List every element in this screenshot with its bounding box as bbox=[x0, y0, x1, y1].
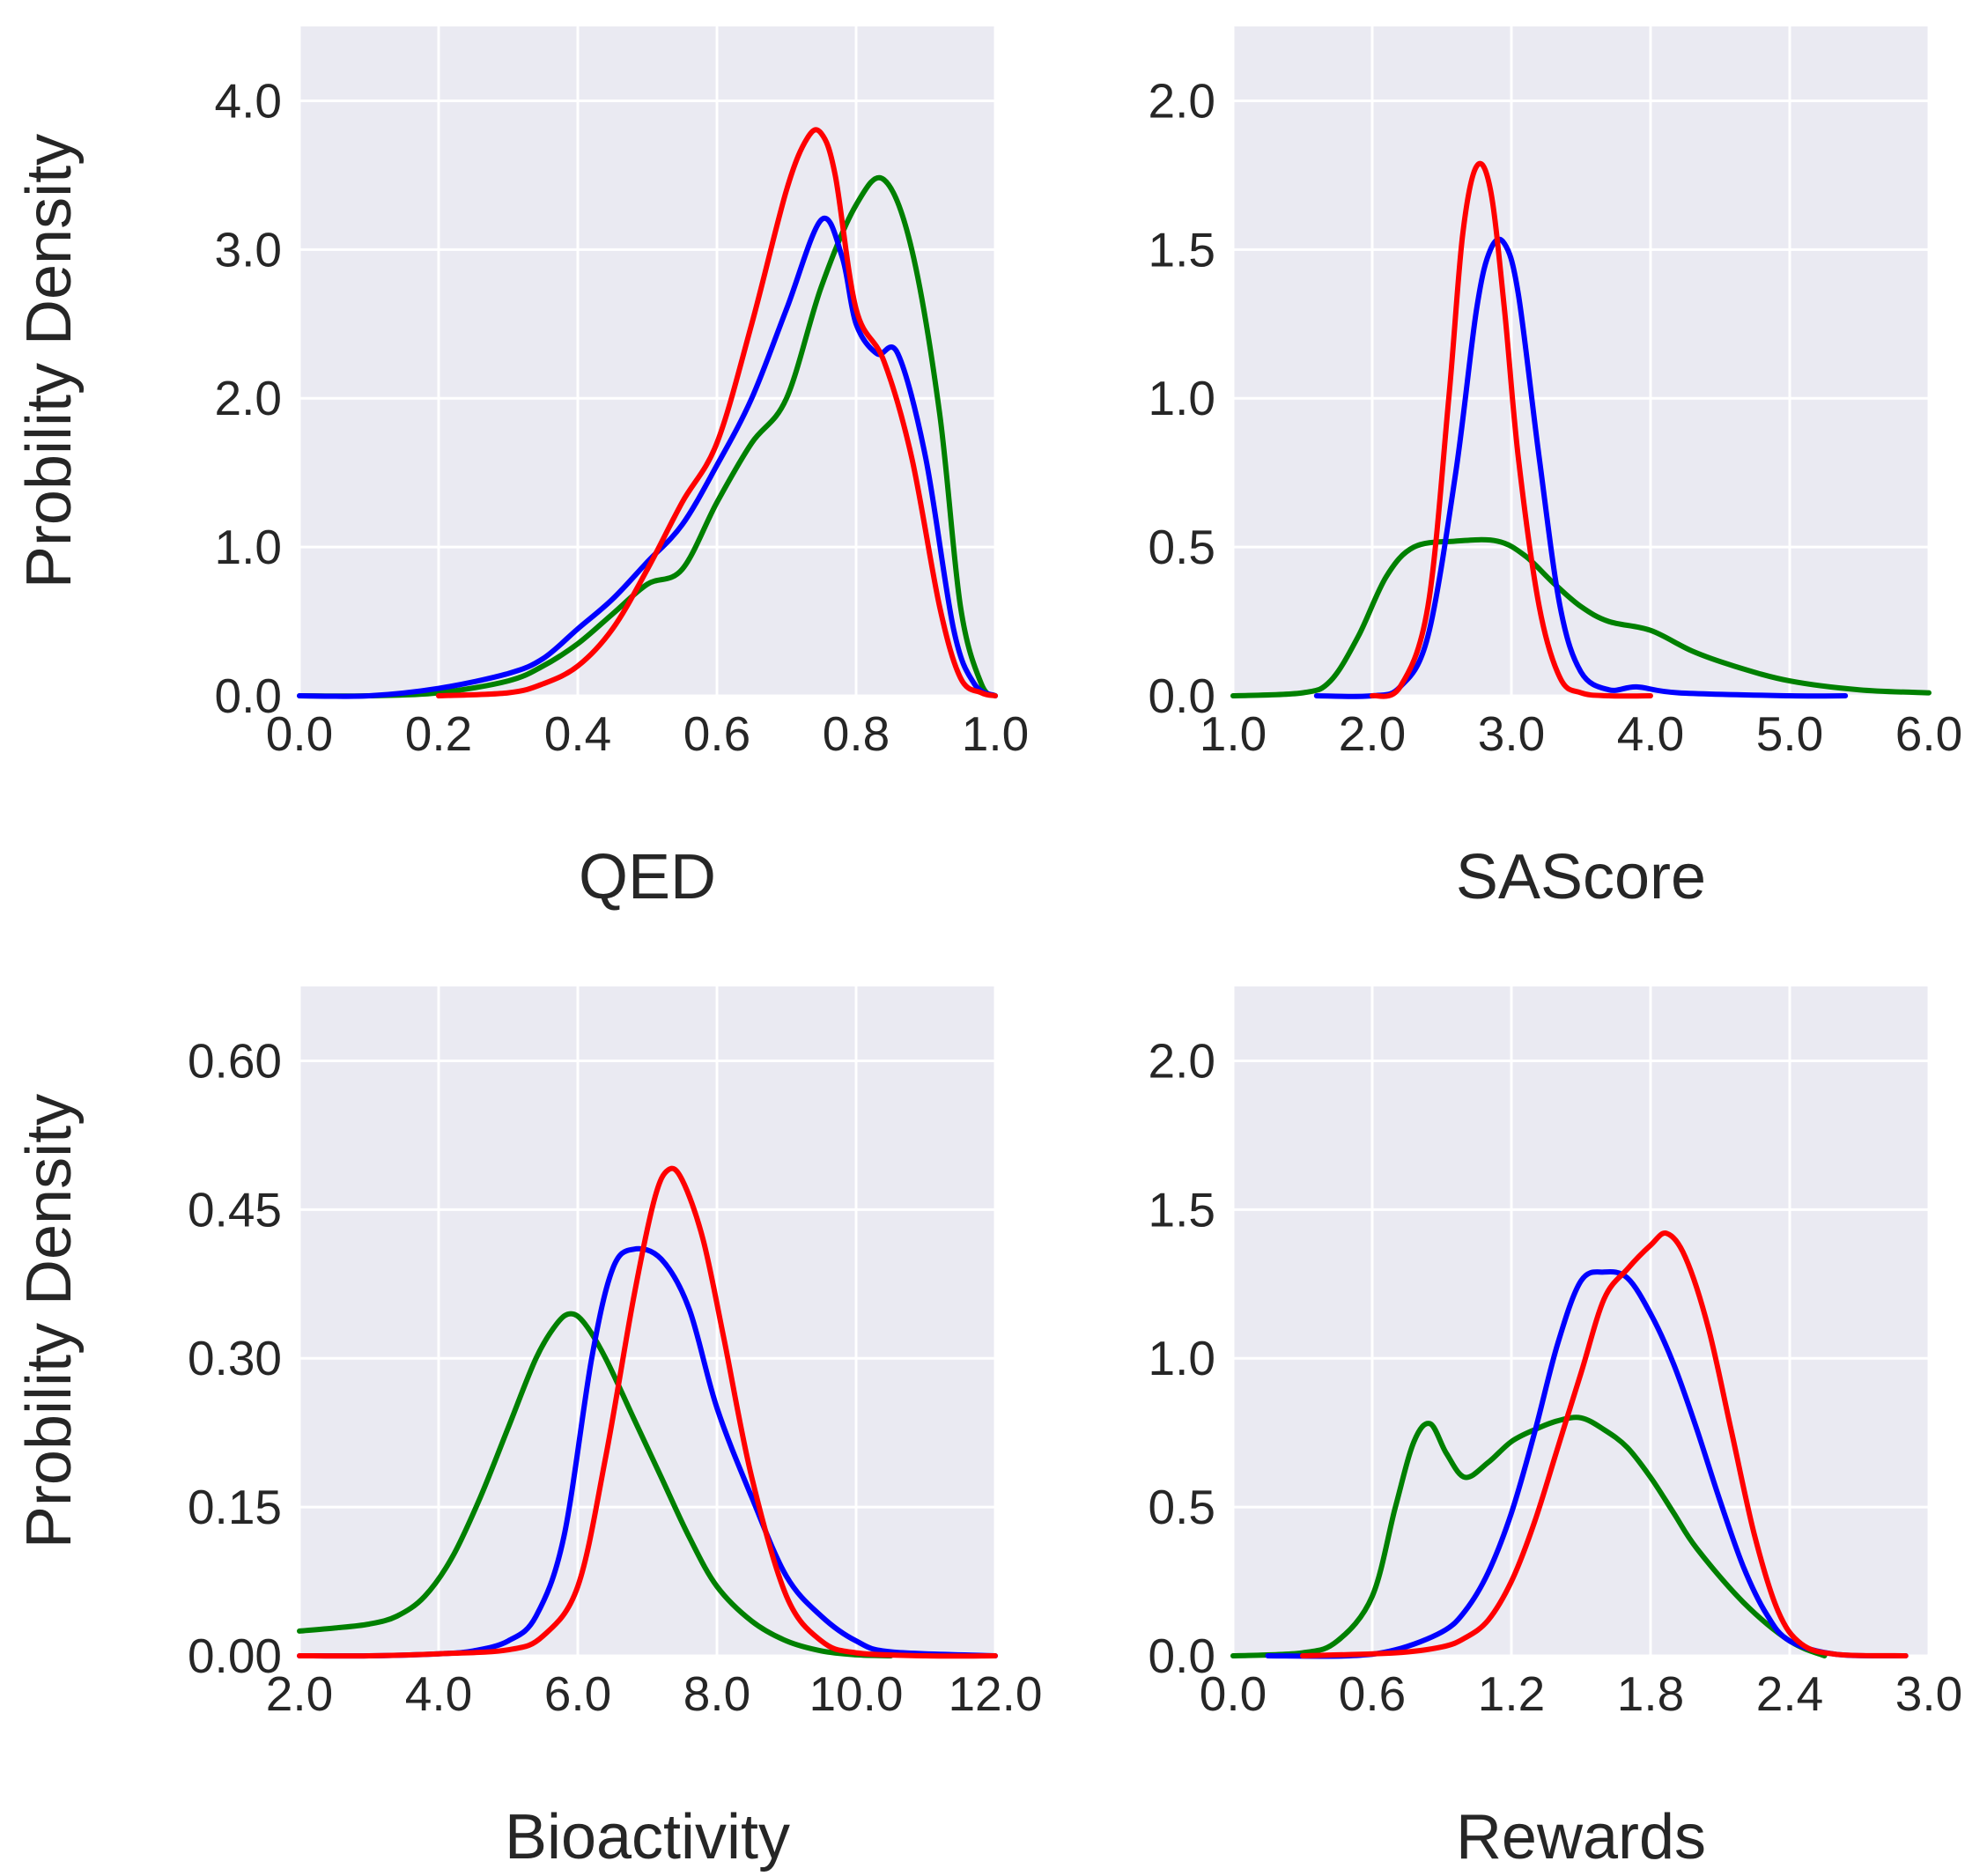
plot-area-background bbox=[1233, 986, 1929, 1656]
series-line-green bbox=[297, 174, 998, 699]
x-tick-label: 1.8 bbox=[1617, 1666, 1684, 1721]
x-tick-label: 0.2 bbox=[405, 706, 472, 761]
series-line-red bbox=[297, 1165, 998, 1659]
y-tick-label: 1.0 bbox=[215, 520, 282, 574]
x-tick-label: 0.8 bbox=[823, 706, 890, 761]
x-tick-label: 5.0 bbox=[1756, 706, 1823, 761]
y-tick-label: 0.60 bbox=[188, 1033, 282, 1088]
x-tick-label: 2.0 bbox=[266, 1666, 333, 1721]
y-axis-label: Probility Density bbox=[14, 134, 85, 588]
x-axis-label: Bioactivity bbox=[505, 1802, 790, 1872]
y-tick-label: 4.0 bbox=[215, 73, 282, 128]
plot-area-background bbox=[299, 986, 995, 1656]
x-axis-label: SAScore bbox=[1456, 842, 1706, 912]
y-tick-label: 3.0 bbox=[215, 222, 282, 277]
y-tick-label: 1.0 bbox=[1149, 1331, 1215, 1385]
series-line-blue bbox=[1265, 1268, 1909, 1659]
x-tick-label: 10.0 bbox=[809, 1666, 903, 1721]
x-tick-label: 4.0 bbox=[1617, 706, 1684, 761]
series-line-red bbox=[1300, 1230, 1909, 1658]
y-tick-label: 2.0 bbox=[1149, 73, 1215, 128]
x-tick-label: 8.0 bbox=[683, 1666, 750, 1721]
y-tick-label: 1.5 bbox=[1149, 222, 1215, 277]
y-tick-label: 0.0 bbox=[1149, 1629, 1215, 1683]
y-tick-label: 0.45 bbox=[188, 1182, 282, 1237]
x-tick-label: 1.0 bbox=[1200, 706, 1267, 761]
series-line-green bbox=[1230, 1414, 1828, 1658]
y-tick-label: 0.5 bbox=[1149, 1480, 1215, 1534]
x-tick-label: 0.6 bbox=[1339, 1666, 1406, 1721]
x-tick-label: 12.0 bbox=[948, 1666, 1042, 1721]
series-line-blue bbox=[297, 215, 998, 699]
series-line-green bbox=[297, 1311, 894, 1658]
x-tick-label: 1.0 bbox=[962, 706, 1029, 761]
x-axis-label: QED bbox=[579, 842, 716, 912]
chart-panel-4: 0.0 0.6 1.2 1.8 2.4 3.0 0.0 0.5 1.0 1.5 2.0 Rewards bbox=[1149, 986, 1962, 1872]
y-tick-label: 0.5 bbox=[1149, 520, 1215, 574]
series-line-blue bbox=[1313, 236, 1849, 699]
y-tick-label: 0.30 bbox=[188, 1331, 282, 1385]
y-tick-label: 2.0 bbox=[215, 371, 282, 425]
y-tick-label: 0.0 bbox=[1149, 668, 1215, 723]
x-axis-label: Rewards bbox=[1456, 1802, 1706, 1872]
series-line-green bbox=[1230, 536, 1932, 698]
x-tick-label: 1.2 bbox=[1478, 1666, 1545, 1721]
y-axis-label: Probility Density bbox=[14, 1094, 85, 1548]
plot-area-background bbox=[299, 26, 995, 696]
chart-panel-2: 1.0 2.0 3.0 4.0 5.0 6.0 0.0 0.5 1.0 1.5 2.0 SAScore bbox=[1149, 26, 1962, 912]
y-tick-label: 2.0 bbox=[1149, 1033, 1215, 1088]
plot-area-background bbox=[1233, 26, 1929, 696]
x-tick-label: 0.4 bbox=[544, 706, 611, 761]
y-tick-label: 0.0 bbox=[215, 668, 282, 723]
x-tick-label: 4.0 bbox=[405, 1666, 472, 1721]
x-tick-label: 3.0 bbox=[1895, 1666, 1962, 1721]
x-tick-label: 0.6 bbox=[683, 706, 750, 761]
x-tick-label: 2.0 bbox=[1339, 706, 1406, 761]
x-tick-label: 0.0 bbox=[266, 706, 333, 761]
chart-panel-1: 0.0 0.2 0.4 0.6 0.8 1.0 0.0 1.0 2.0 3.0 4.0 QED Prob… bbox=[14, 26, 1029, 912]
y-tick-label: 0.00 bbox=[188, 1629, 282, 1683]
y-tick-label: 0.15 bbox=[188, 1480, 282, 1534]
series-line-red bbox=[1370, 160, 1653, 699]
y-tick-label: 1.0 bbox=[1149, 371, 1215, 425]
x-tick-label: 0.0 bbox=[1200, 1666, 1267, 1721]
x-tick-label: 3.0 bbox=[1478, 706, 1545, 761]
series-line-red bbox=[436, 127, 998, 698]
chart-panel-3: 2.0 4.0 6.0 8.0 10.0 12.0 0.00 0.15 0.30 0.45 0.60… bbox=[14, 986, 1043, 1872]
y-tick-label: 1.5 bbox=[1149, 1182, 1215, 1237]
x-tick-label: 6.0 bbox=[1895, 706, 1962, 761]
x-tick-label: 6.0 bbox=[544, 1666, 611, 1721]
x-tick-label: 2.4 bbox=[1756, 1666, 1823, 1721]
